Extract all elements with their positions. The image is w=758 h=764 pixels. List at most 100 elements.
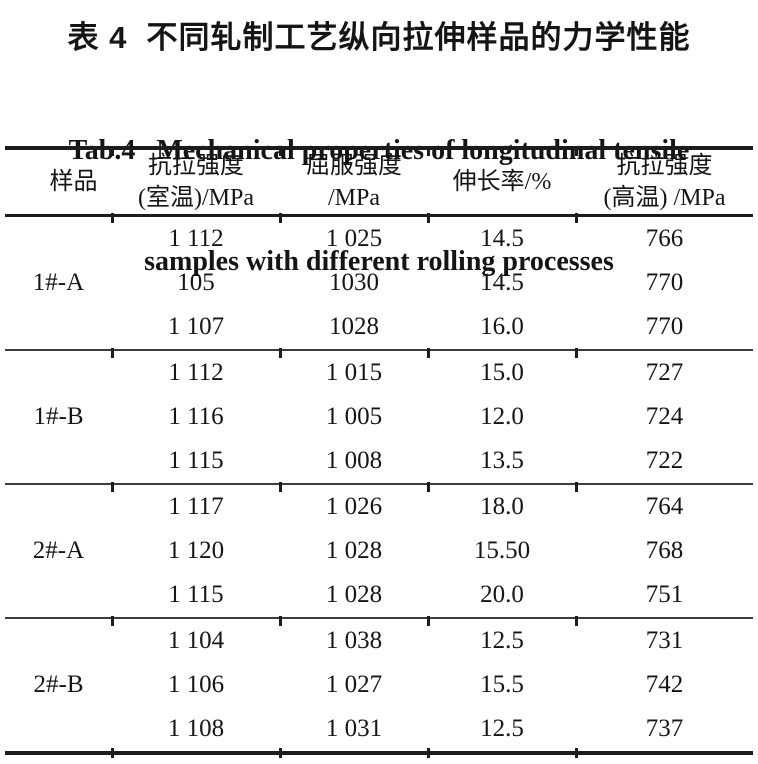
column-tick (575, 616, 578, 626)
header-elongation: 伸长率/% (452, 169, 552, 195)
header-tensile-strength-rt: 抗拉强度 (室温)/MPa (138, 153, 254, 211)
column-tick (279, 482, 282, 492)
table-row: 1 120 1 028 15.50 768 (5, 529, 753, 573)
column-tick (111, 213, 114, 223)
column-tick (111, 146, 114, 156)
column-tick (111, 482, 114, 492)
cell: 742 (645, 671, 684, 698)
cell: 1 112 (168, 225, 224, 252)
column-tick (575, 348, 578, 358)
column-tick (427, 748, 430, 758)
table-wrap: 样品 抗拉强度 (室温)/MPa 屈服强度 /MPa 伸长率/% 抗拉强度 (5, 146, 753, 758)
column-tick (427, 213, 430, 223)
column-tick (111, 748, 114, 758)
cell: 16.0 (480, 313, 524, 340)
cell: 15.0 (480, 359, 524, 386)
table-title-english-line1: Tab.4 Mechanical properties of longitudi… (68, 135, 690, 166)
column-tick (279, 748, 282, 758)
cell: 1 038 (325, 627, 383, 654)
column-tick (111, 616, 114, 626)
table-row: 1#-A 1 112 1 025 14.5 766 (5, 216, 753, 296)
cell: 14.5 (480, 269, 524, 296)
cell: 1 026 (325, 493, 383, 520)
group-1A: 1#-A 1 112 1 025 14.5 766 105 1030 14.5 … (5, 216, 753, 351)
column-tick (111, 348, 114, 358)
cell: 1 112 (168, 359, 224, 386)
cell: 105 (177, 269, 215, 296)
table-title-english-line2: samples with different rolling processes (144, 246, 614, 277)
column-tick (279, 348, 282, 358)
group-2A: 2#-A 1 117 1 026 18.0 764 1 120 1 028 15… (5, 484, 753, 618)
column-tick (279, 213, 282, 223)
sample-label: 2#-B (33, 671, 84, 698)
group-1B: 1#-B 1 112 1 015 15.0 727 1 116 1 005 12… (5, 350, 753, 484)
table-title-english: Tab.4 Mechanical properties of longitudi… (0, 58, 758, 354)
cell: 1 015 (325, 359, 383, 386)
header-row: 样品 抗拉强度 (室温)/MPa 屈服强度 /MPa 伸长率/% 抗拉强度 (5, 148, 753, 216)
column-tick (279, 616, 282, 626)
column-tick (427, 146, 430, 156)
cell: 15.5 (480, 671, 524, 698)
table-row: 2#-A 1 117 1 026 18.0 764 (5, 484, 753, 564)
cell: 751 (645, 581, 684, 608)
cell: 1 104 (167, 627, 225, 654)
cell: 1 106 (167, 671, 225, 698)
mechanical-properties-table: 样品 抗拉强度 (室温)/MPa 屈服强度 /MPa 伸长率/% 抗拉强度 (5, 146, 753, 755)
cell: 1028 (329, 313, 379, 340)
column-tick (427, 482, 430, 492)
column-tick (575, 146, 578, 156)
cell: 12.5 (480, 627, 524, 654)
cell: 1 120 (167, 537, 225, 564)
column-tick (427, 348, 430, 358)
table-row: 105 1030 14.5 770 (5, 261, 753, 305)
cell: 768 (645, 537, 684, 564)
group-2B: 2#-B 1 104 1 038 12.5 731 1 106 1 027 15… (5, 618, 753, 753)
cell: 1 107 (167, 313, 225, 340)
cell: 766 (645, 225, 684, 252)
column-tick (427, 616, 430, 626)
table-row: 1 106 1 027 15.5 742 (5, 663, 753, 707)
cell: 1 115 (168, 581, 224, 608)
table-row: 1 108 1 031 12.5 737 (5, 707, 753, 753)
sample-label: 1#-A (32, 269, 85, 296)
cell: 770 (645, 313, 684, 340)
cell: 1 108 (167, 715, 225, 742)
cell: 1 027 (325, 671, 383, 698)
cell: 12.0 (480, 403, 524, 430)
table-row: 2#-B 1 104 1 038 12.5 731 (5, 618, 753, 698)
cell: 727 (645, 359, 684, 386)
cell: 1 028 (325, 537, 383, 564)
cell: 731 (645, 627, 684, 654)
cell: 764 (645, 493, 684, 520)
column-tick (575, 748, 578, 758)
header-sample: 样品 (5, 148, 112, 216)
cell: 1030 (329, 269, 379, 296)
cell: 12.5 (480, 715, 524, 742)
header-tensile-strength-ht: 抗拉强度 (高温) /MPa (603, 153, 726, 211)
cell: 1 031 (325, 715, 383, 742)
cell: 1 005 (325, 403, 383, 430)
cell: 724 (645, 403, 684, 430)
cell: 722 (645, 447, 684, 474)
cell: 20.0 (480, 581, 524, 608)
table-row: 1 115 1 028 20.0 751 (5, 573, 753, 618)
cell: 1 008 (325, 447, 383, 474)
cell: 737 (645, 715, 684, 742)
sample-label: 1#-B (33, 403, 84, 430)
column-tick (279, 146, 282, 156)
header-yield-strength: 屈服强度 /MPa (306, 153, 402, 211)
table-row: 1#-B 1 112 1 015 15.0 727 (5, 350, 753, 430)
cell: 1 115 (168, 447, 224, 474)
cell: 14.5 (480, 225, 524, 252)
table-row: 1 115 1 008 13.5 722 (5, 439, 753, 484)
table-title-chinese: 表 4 不同轧制工艺纵向拉伸样品的力学性能 (67, 20, 691, 55)
sample-label: 2#-A (32, 537, 85, 564)
cell: 1 025 (325, 225, 383, 252)
cell: 770 (645, 269, 684, 296)
column-tick (575, 482, 578, 492)
column-tick (575, 213, 578, 223)
table-header: 样品 抗拉强度 (室温)/MPa 屈服强度 /MPa 伸长率/% 抗拉强度 (5, 148, 753, 216)
cell: 18.0 (480, 493, 524, 520)
table-row: 1 116 1 005 12.0 724 (5, 395, 753, 439)
